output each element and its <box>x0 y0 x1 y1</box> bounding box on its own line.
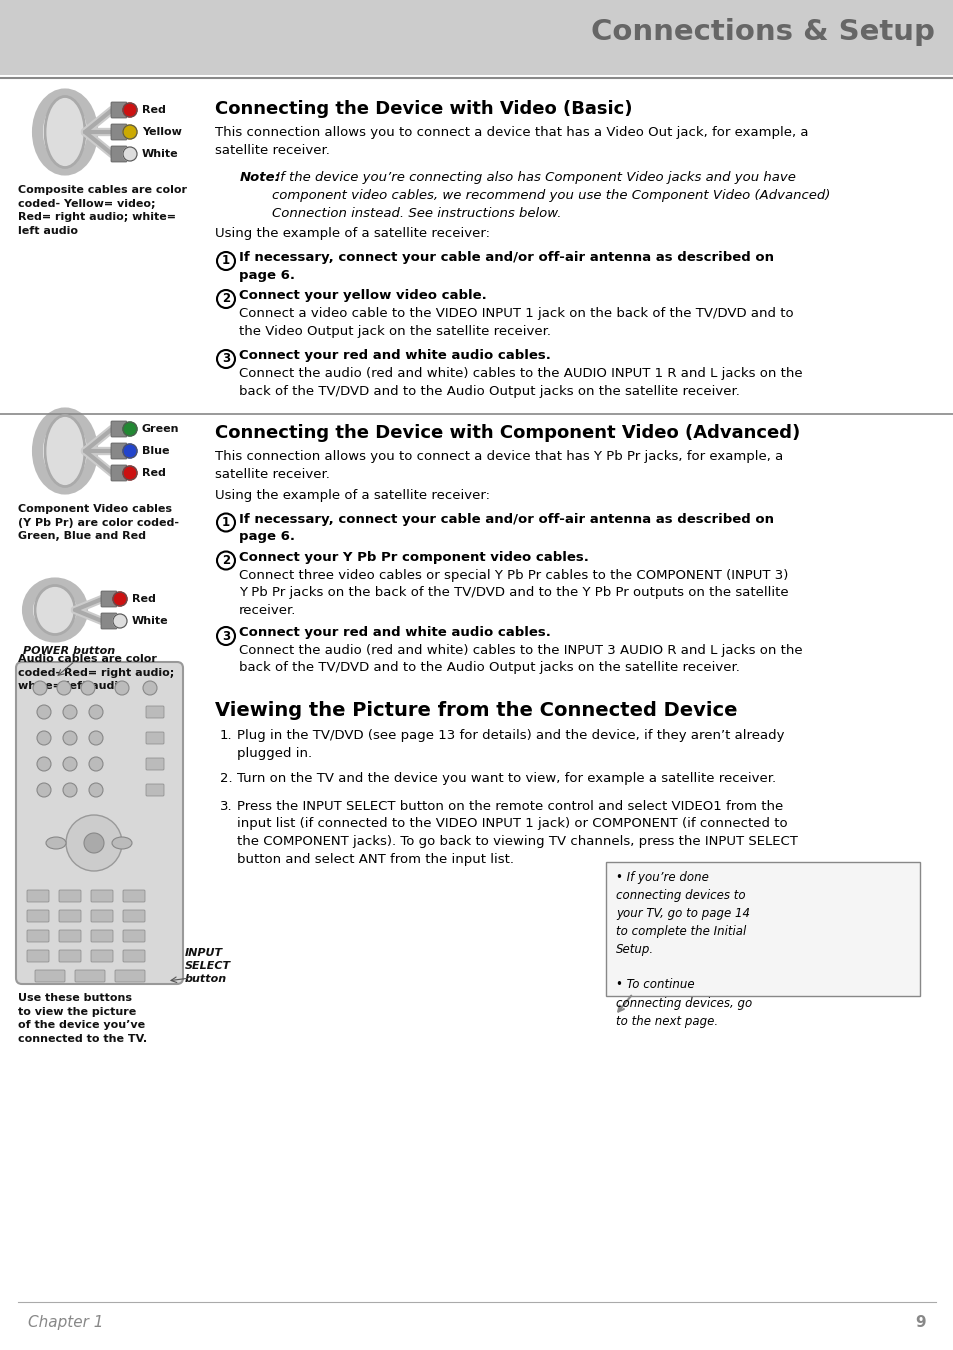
FancyBboxPatch shape <box>27 890 49 902</box>
FancyBboxPatch shape <box>111 421 127 437</box>
Text: Connect your Y Pb Pr component video cables.: Connect your Y Pb Pr component video cab… <box>239 551 588 563</box>
Text: Connect your red and white audio cables.: Connect your red and white audio cables. <box>239 350 550 362</box>
Text: • If you’re done
connecting devices to
your TV, go to page 14
to complete the In: • If you’re done connecting devices to y… <box>616 871 752 1027</box>
FancyBboxPatch shape <box>91 930 112 942</box>
Text: Connect the audio (red and white) cables to the AUDIO INPUT 1 R and L jacks on t: Connect the audio (red and white) cables… <box>239 367 801 397</box>
Text: Component Video cables
(Y Pb Pr) are color coded-
Green, Blue and Red: Component Video cables (Y Pb Pr) are col… <box>18 504 179 541</box>
Text: Using the example of a satellite receiver:: Using the example of a satellite receive… <box>214 228 490 240</box>
Text: 1.: 1. <box>220 729 233 742</box>
Text: 3: 3 <box>222 352 230 366</box>
Text: Connect your red and white audio cables.: Connect your red and white audio cables. <box>239 626 550 639</box>
FancyBboxPatch shape <box>75 971 105 981</box>
FancyBboxPatch shape <box>146 732 164 744</box>
FancyBboxPatch shape <box>59 890 81 902</box>
Circle shape <box>63 783 77 796</box>
Circle shape <box>81 680 95 695</box>
FancyBboxPatch shape <box>123 910 145 922</box>
FancyBboxPatch shape <box>123 890 145 902</box>
Text: 1: 1 <box>222 516 230 529</box>
Text: Red: Red <box>132 594 155 603</box>
Ellipse shape <box>35 586 75 634</box>
Text: Turn on the TV and the device you want to view, for example a satellite receiver: Turn on the TV and the device you want t… <box>236 772 776 784</box>
FancyBboxPatch shape <box>59 950 81 963</box>
Text: 2: 2 <box>222 554 230 567</box>
Circle shape <box>37 705 51 720</box>
Text: Blue: Blue <box>142 446 170 456</box>
Bar <box>0 0 953 76</box>
Text: Note:: Note: <box>240 171 280 184</box>
Text: This connection allows you to connect a device that has Y Pb Pr jacks, for examp: This connection allows you to connect a … <box>214 450 782 481</box>
FancyBboxPatch shape <box>27 910 49 922</box>
Text: Composite cables are color
coded- Yellow= video;
Red= right audio; white=
left a: Composite cables are color coded- Yellow… <box>18 185 187 236</box>
Circle shape <box>63 730 77 745</box>
Text: Audio cables are color
coded- Red= right audio;
white= left audio: Audio cables are color coded- Red= right… <box>18 653 174 691</box>
FancyBboxPatch shape <box>91 950 112 963</box>
FancyBboxPatch shape <box>111 124 127 140</box>
Text: 2.: 2. <box>220 772 233 784</box>
Text: If necessary, connect your cable and/or off-air antenna as described on
page 6.: If necessary, connect your cable and/or … <box>239 513 773 543</box>
Text: 1: 1 <box>222 255 230 267</box>
Circle shape <box>123 466 137 481</box>
Ellipse shape <box>45 416 85 486</box>
FancyBboxPatch shape <box>16 662 183 984</box>
Text: Using the example of a satellite receiver:: Using the example of a satellite receive… <box>214 489 490 502</box>
Text: This connection allows you to connect a device that has a Video Out jack, for ex: This connection allows you to connect a … <box>214 126 807 157</box>
Text: Chapter 1: Chapter 1 <box>28 1315 103 1330</box>
Text: Yellow: Yellow <box>142 127 182 136</box>
Text: 3.: 3. <box>220 799 233 813</box>
Circle shape <box>89 705 103 720</box>
FancyBboxPatch shape <box>91 890 112 902</box>
Text: Red: Red <box>142 468 166 478</box>
Circle shape <box>84 833 104 853</box>
Text: INPUT
SELECT
button: INPUT SELECT button <box>185 948 231 984</box>
FancyBboxPatch shape <box>59 930 81 942</box>
Text: Use these buttons
to view the picture
of the device you’ve
connected to the TV.: Use these buttons to view the picture of… <box>18 994 147 1044</box>
Text: Connect the audio (red and white) cables to the INPUT 3 AUDIO R and L jacks on t: Connect the audio (red and white) cables… <box>239 644 801 675</box>
Circle shape <box>66 815 122 871</box>
FancyBboxPatch shape <box>146 706 164 718</box>
Text: Connect three video cables or special Y Pb Pr cables to the COMPONENT (INPUT 3)
: Connect three video cables or special Y … <box>239 568 788 617</box>
FancyBboxPatch shape <box>146 757 164 769</box>
FancyBboxPatch shape <box>101 591 117 608</box>
FancyBboxPatch shape <box>35 971 65 981</box>
FancyBboxPatch shape <box>111 443 127 459</box>
Text: POWER button: POWER button <box>23 647 115 656</box>
Circle shape <box>123 126 137 139</box>
FancyBboxPatch shape <box>146 784 164 796</box>
Circle shape <box>112 614 127 628</box>
Circle shape <box>123 423 137 436</box>
Ellipse shape <box>112 837 132 849</box>
FancyBboxPatch shape <box>111 103 127 117</box>
FancyBboxPatch shape <box>27 930 49 942</box>
Circle shape <box>57 680 71 695</box>
Text: Plug in the TV/DVD (see page 13 for details) and the device, if they aren’t alre: Plug in the TV/DVD (see page 13 for deta… <box>236 729 783 760</box>
Text: 3: 3 <box>222 629 230 643</box>
Circle shape <box>123 103 137 117</box>
FancyBboxPatch shape <box>605 861 919 995</box>
Text: If necessary, connect your cable and/or off-air antenna as described on
page 6.: If necessary, connect your cable and/or … <box>239 251 773 282</box>
FancyBboxPatch shape <box>101 613 117 629</box>
Text: White: White <box>132 616 169 626</box>
FancyBboxPatch shape <box>111 146 127 162</box>
Circle shape <box>89 730 103 745</box>
Circle shape <box>112 593 127 606</box>
Text: 2: 2 <box>222 293 230 305</box>
Circle shape <box>37 730 51 745</box>
Ellipse shape <box>46 837 66 849</box>
Text: 9: 9 <box>915 1315 925 1330</box>
Text: Connecting the Device with Video (Basic): Connecting the Device with Video (Basic) <box>214 100 632 117</box>
Circle shape <box>37 757 51 771</box>
FancyBboxPatch shape <box>115 971 145 981</box>
FancyBboxPatch shape <box>123 930 145 942</box>
Circle shape <box>63 705 77 720</box>
Text: White: White <box>142 148 178 159</box>
Ellipse shape <box>45 96 85 167</box>
Circle shape <box>33 680 47 695</box>
Circle shape <box>63 757 77 771</box>
FancyBboxPatch shape <box>123 950 145 963</box>
Text: Connect your yellow video cable.: Connect your yellow video cable. <box>239 289 486 302</box>
Text: Connecting the Device with Component Video (Advanced): Connecting the Device with Component Vid… <box>214 424 800 441</box>
Circle shape <box>89 757 103 771</box>
Text: Press the INPUT SELECT button on the remote control and select VIDEO1 from the
i: Press the INPUT SELECT button on the rem… <box>236 799 797 867</box>
FancyBboxPatch shape <box>27 950 49 963</box>
